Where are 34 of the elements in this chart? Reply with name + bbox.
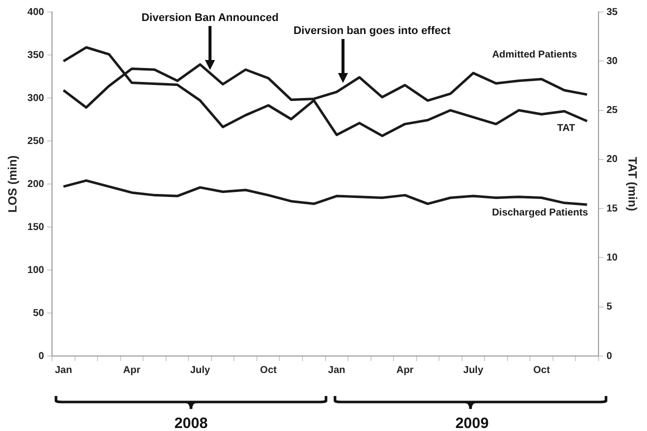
y2-tick-label: 15	[606, 203, 618, 214]
y2-axis-title: TAT (min)	[625, 156, 640, 212]
y2-tick-label: 20	[606, 154, 618, 166]
y-tick-label: 50	[32, 308, 45, 319]
y-tick-label: 100	[27, 264, 45, 276]
y2-tick-label: 35	[606, 6, 618, 18]
y-tick-label: 150	[27, 222, 45, 233]
x-tick-label: Jan	[328, 364, 346, 376]
y2-tick-label: 5	[606, 302, 612, 313]
y-tick-label: 250	[27, 136, 45, 147]
x-tick-label: Oct	[260, 364, 278, 376]
series-label: TAT	[557, 122, 576, 134]
y-tick-label: 0	[38, 350, 45, 362]
x-tick-label: Oct	[533, 364, 551, 376]
y2-tick-label: 10	[606, 252, 618, 264]
y-tick-label: 400	[27, 6, 45, 18]
y2-tick-label: 25	[606, 105, 618, 116]
x-tick-label: Apr	[396, 364, 414, 376]
text: 2008	[174, 415, 208, 431]
y-tick-label: 300	[27, 92, 45, 104]
y-tick-label: 200	[27, 178, 45, 190]
y-tick-label: 350	[27, 50, 45, 61]
text: 2009	[455, 415, 489, 431]
x-tick-label: Apr	[123, 364, 140, 376]
x-tick-label: Jan	[54, 364, 72, 376]
y2-tick-label: 30	[606, 56, 618, 67]
annotation: Diversion Ban Announced	[141, 12, 279, 24]
series-label: Admitted Patients	[492, 49, 578, 60]
annotation: Diversion ban goes into effect	[293, 25, 451, 38]
x-tick-label: July	[190, 364, 211, 376]
x-tick-label: July	[463, 364, 484, 376]
y-axis-title: LOS (min)	[6, 155, 20, 213]
y2-tick-label: 0	[606, 350, 612, 362]
series-label: Discharged Patients	[492, 207, 589, 218]
